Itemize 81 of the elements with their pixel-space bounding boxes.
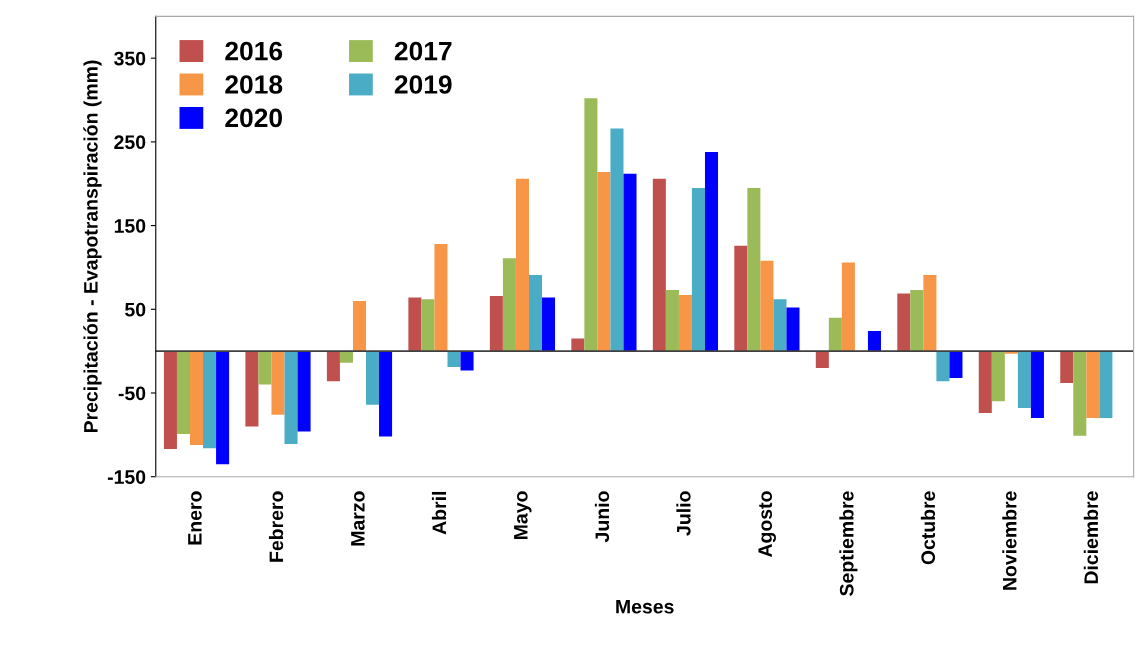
- bar: [1060, 351, 1074, 383]
- bar: [189, 351, 204, 445]
- bar: [828, 317, 842, 352]
- bar: [216, 351, 230, 465]
- legend-label: 2016: [225, 41, 283, 61]
- legend-label: 2018: [225, 75, 283, 94]
- y-tick-label: -50: [118, 386, 146, 401]
- bar: [1030, 351, 1044, 419]
- y-tick-label: 250: [114, 135, 146, 150]
- y-tick-label: 350: [114, 51, 146, 66]
- x-tick-label: Diciembre: [1083, 491, 1099, 584]
- bar: [841, 262, 855, 352]
- x-tick-label: Julio: [676, 491, 691, 536]
- x-tick-label: Marzo: [351, 491, 365, 546]
- bar: [447, 351, 461, 368]
- bar: [691, 187, 705, 352]
- bar: [271, 351, 285, 415]
- bar: [434, 244, 448, 352]
- bar: [339, 351, 353, 363]
- x-tick-label: Mayo: [514, 491, 532, 539]
- bar: [773, 299, 787, 352]
- bar: [704, 151, 719, 352]
- bar: [815, 351, 829, 368]
- bar: [528, 274, 543, 352]
- bar: [515, 178, 529, 352]
- bar: [584, 98, 598, 352]
- bar: [203, 351, 217, 449]
- y-tick-label: -150: [107, 470, 146, 484]
- x-tick-label: Agosto: [758, 491, 776, 558]
- x-tick-label: Junio: [594, 491, 610, 543]
- bar: [678, 295, 692, 352]
- bar: [421, 299, 435, 352]
- bar: [1017, 351, 1031, 409]
- bar: [652, 178, 666, 352]
- bar: [489, 295, 503, 352]
- bar: [665, 290, 679, 352]
- legend-label: 2017: [394, 41, 452, 61]
- bar: [258, 351, 272, 385]
- x-tick-label: Octubre: [920, 491, 936, 565]
- x-tick-label: Enero: [188, 491, 202, 545]
- bar: [760, 260, 774, 352]
- bar: [366, 351, 380, 405]
- bar: [923, 274, 937, 352]
- bar: [502, 258, 516, 352]
- bar: [936, 351, 950, 382]
- bar: [623, 173, 637, 352]
- x-tick-label: Noviembre: [1002, 491, 1017, 590]
- bar: [734, 245, 748, 352]
- bar: [786, 307, 800, 352]
- x-tick-label: Abril: [431, 491, 447, 535]
- bar: [978, 351, 992, 414]
- bar: [897, 293, 911, 352]
- bar: [597, 172, 611, 352]
- bar: [297, 351, 311, 432]
- y-tick-label: 50: [125, 302, 146, 317]
- bar: [176, 351, 190, 434]
- bar: [747, 187, 761, 352]
- bar: [991, 351, 1005, 402]
- bar: [1086, 351, 1100, 419]
- bar: [460, 351, 474, 371]
- bar: [326, 351, 340, 382]
- bar: [284, 351, 298, 445]
- bar: [379, 351, 393, 437]
- bar: [245, 351, 259, 427]
- bar: [1073, 351, 1087, 436]
- bar: [610, 128, 624, 352]
- y-tick-label: 150: [114, 219, 146, 233]
- bar: [408, 297, 422, 352]
- bar: [352, 300, 366, 352]
- x-tick-label: Febrero: [268, 491, 284, 562]
- x-axis-title: Meses: [616, 599, 674, 614]
- bar: [1099, 351, 1113, 419]
- bar: [542, 297, 556, 352]
- bar: [867, 331, 881, 352]
- legend-label: 2019: [394, 75, 452, 94]
- bar: [163, 351, 177, 450]
- legend-label: 2020: [225, 108, 282, 128]
- bar: [910, 290, 924, 352]
- x-tick-label: Septiembre: [839, 491, 858, 596]
- bar: [949, 351, 963, 378]
- y-axis-title: Precipitación - Evapotranspiración (mm): [83, 60, 102, 433]
